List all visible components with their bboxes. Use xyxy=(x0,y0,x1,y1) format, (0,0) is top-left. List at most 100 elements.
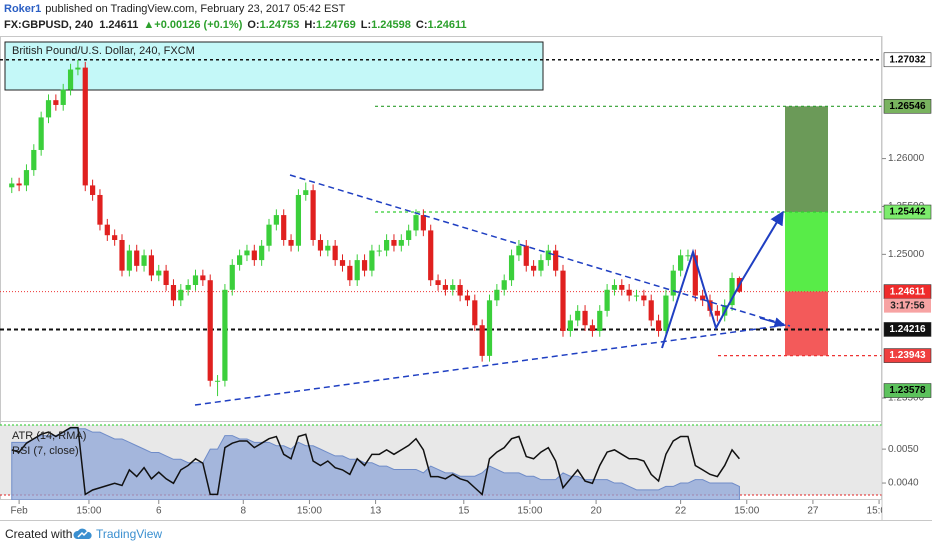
candle-body xyxy=(523,245,529,266)
x-tick-label: 6 xyxy=(156,506,162,517)
price-tag-label: 1.26546 xyxy=(889,101,926,112)
candle-body xyxy=(82,67,88,186)
candle-body xyxy=(457,285,463,296)
candle-body xyxy=(435,280,441,286)
candle-body xyxy=(575,310,581,321)
candle-body xyxy=(553,250,559,271)
candle-body xyxy=(398,239,404,246)
author: Roker1 xyxy=(4,3,41,15)
countdown: 3:17:56 xyxy=(890,300,925,311)
candle-body xyxy=(464,295,471,301)
candle-body xyxy=(141,255,147,266)
candle-body xyxy=(9,183,15,188)
candle-body xyxy=(582,310,588,326)
x-tick-label: 15:00 xyxy=(517,506,542,517)
candle-body xyxy=(45,100,52,118)
candle-body xyxy=(472,300,478,326)
candle-body xyxy=(339,260,346,266)
candle-body xyxy=(281,215,287,240)
price-tag-label: 1.23578 xyxy=(889,385,926,396)
symbol: FX:GBPUSD, 240 xyxy=(4,19,93,31)
candle-body xyxy=(266,224,272,246)
candle-body xyxy=(23,170,30,186)
candle-body xyxy=(611,285,618,290)
candle-body xyxy=(406,230,412,240)
x-tick-label: 13 xyxy=(370,506,382,517)
candle-body xyxy=(361,260,368,271)
candle-body xyxy=(663,295,669,331)
x-tick-label: 15:00 xyxy=(867,506,892,517)
candle-body xyxy=(486,300,493,356)
drawings xyxy=(194,174,791,406)
candle-body xyxy=(597,310,603,331)
projection-arrow xyxy=(740,210,784,283)
x-tick-label: 8 xyxy=(241,506,247,517)
open: 1.24753 xyxy=(260,19,300,31)
low: 1.24598 xyxy=(371,19,411,31)
candle-body xyxy=(641,295,647,301)
price-tag-label: 1.24216 xyxy=(889,324,926,335)
candle-body xyxy=(450,285,456,290)
candle-body xyxy=(214,380,221,382)
candle-body xyxy=(714,310,720,316)
candle-body xyxy=(244,250,250,256)
candle-body xyxy=(104,224,110,236)
x-tick-label: 15:00 xyxy=(76,506,101,517)
target-zone xyxy=(785,106,828,213)
change: ▲+0.00126 (+0.1%) xyxy=(143,19,242,31)
candle-body xyxy=(347,265,353,281)
candle-body xyxy=(288,239,294,246)
x-tick-label: 15:00 xyxy=(297,506,322,517)
candle-body xyxy=(516,245,522,256)
chart-title: British Pound/U.S. Dollar, 240, FXCM xyxy=(12,45,195,57)
candle-body xyxy=(354,260,360,281)
header-line-2: FX:GBPUSD, 240 1.24611 ▲+0.00126 (+0.1%) O:… xyxy=(4,19,467,31)
candle-body xyxy=(700,295,706,301)
atr-tick-label: 0.0040 xyxy=(888,478,919,489)
candle-body xyxy=(156,270,162,276)
y-tick-label: 1.26000 xyxy=(888,153,925,164)
tradingview-logo xyxy=(73,528,92,539)
candle-body xyxy=(479,325,485,356)
candle-body xyxy=(531,265,537,271)
candle-body xyxy=(604,289,610,311)
y-tick-label: 1.23500 xyxy=(888,393,925,404)
candle-body xyxy=(332,245,338,261)
candle-body xyxy=(376,250,382,252)
candle-body xyxy=(97,194,103,225)
annotation-box xyxy=(4,41,544,91)
candle-body xyxy=(112,235,118,240)
price-axis: 1.260001.255001.250001.235000.00500.0040… xyxy=(882,52,932,489)
price-tag xyxy=(883,204,932,220)
close-label: C: xyxy=(416,19,428,31)
profit-zone xyxy=(785,212,828,292)
candle-body xyxy=(678,255,684,271)
candle-body xyxy=(545,250,551,261)
candle-body xyxy=(692,255,698,296)
price-tag xyxy=(883,348,932,363)
candle-body xyxy=(317,239,324,251)
candle-body xyxy=(538,260,544,271)
high-label: H: xyxy=(304,19,316,31)
x-tick-label: 27 xyxy=(807,506,819,517)
candle-body xyxy=(494,289,500,301)
candle-body xyxy=(16,183,22,186)
atr-legend: ATR (14, RMA) xyxy=(12,430,86,442)
countdown-tag xyxy=(884,298,931,313)
candle-body xyxy=(295,194,302,246)
candle-body xyxy=(685,255,691,257)
candle-body xyxy=(391,239,397,246)
candle-body xyxy=(53,100,59,105)
x-tick-label: Feb xyxy=(10,506,28,517)
candle-body xyxy=(442,285,449,290)
candle-body xyxy=(170,285,177,301)
candle-body xyxy=(369,250,375,271)
candle-body xyxy=(508,255,515,281)
low-label: L: xyxy=(361,19,371,31)
header-line-1: Roker1 published on TradingView.com, Febr… xyxy=(4,3,346,15)
rsi-legend: RSI (7, close) xyxy=(12,445,79,457)
upper-trendline xyxy=(289,174,791,327)
price-tag xyxy=(883,52,932,68)
candle-body xyxy=(413,215,419,231)
candle-body xyxy=(325,245,331,251)
